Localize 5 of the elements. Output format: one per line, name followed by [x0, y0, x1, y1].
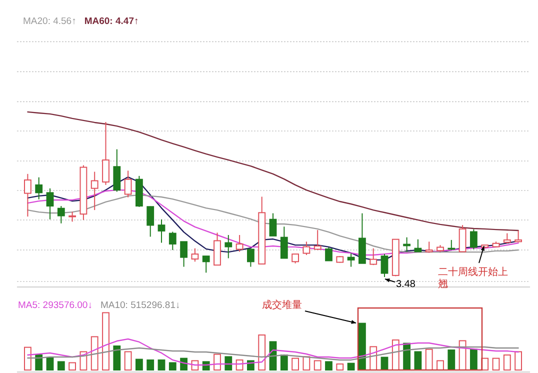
text: 3.48	[396, 279, 416, 290]
annotation: 二十周线开始上翘	[438, 266, 508, 290]
legend: MA20: 4.56↑ MA60: 4.47↑	[23, 16, 139, 27]
text: 成交堆量	[262, 299, 302, 311]
legend: MA5: 293576.00↓ MA10: 515296.81↓	[18, 300, 180, 311]
